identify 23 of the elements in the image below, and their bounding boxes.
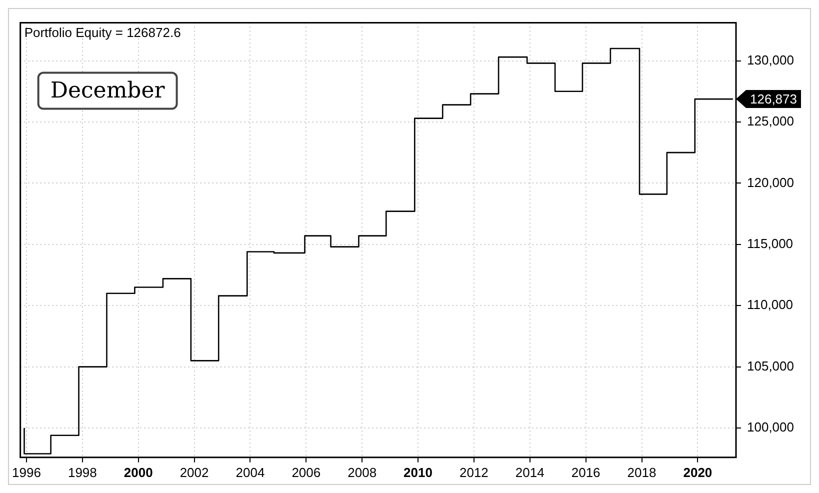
y-tick-label: 110,000 <box>747 297 794 312</box>
x-tick-label: 2020 <box>683 464 712 480</box>
x-tick-label: 2014 <box>515 464 544 480</box>
x-tick-label: 2012 <box>459 464 488 480</box>
y-tick-label: 100,000 <box>747 420 794 435</box>
x-tick-label: 2018 <box>627 464 656 480</box>
chart-title: Portfolio Equity = 126872.6 <box>24 24 181 40</box>
y-tick-label: 130,000 <box>747 52 794 68</box>
y-tick-label: 105,000 <box>747 358 794 374</box>
annotation: December <box>50 78 166 104</box>
x-tick-label: 2006 <box>292 464 321 480</box>
x-tick-label: 1996 <box>12 464 41 480</box>
x-tick-label: 2016 <box>571 464 600 480</box>
y-tick-label: 115,000 <box>747 236 794 251</box>
x-tick-label: 1998 <box>68 464 97 480</box>
x-tick-label: 2000 <box>124 464 153 480</box>
x-tick-label: 2004 <box>236 464 265 480</box>
x-tick-label: 2008 <box>348 464 377 480</box>
y-tick-label: 125,000 <box>747 114 794 129</box>
x-tick-label: 2010 <box>404 464 432 480</box>
data-label: 126,873 <box>750 92 797 107</box>
x-tick-label: 2002 <box>180 464 209 480</box>
y-tick-label: 120,000 <box>747 174 794 190</box>
